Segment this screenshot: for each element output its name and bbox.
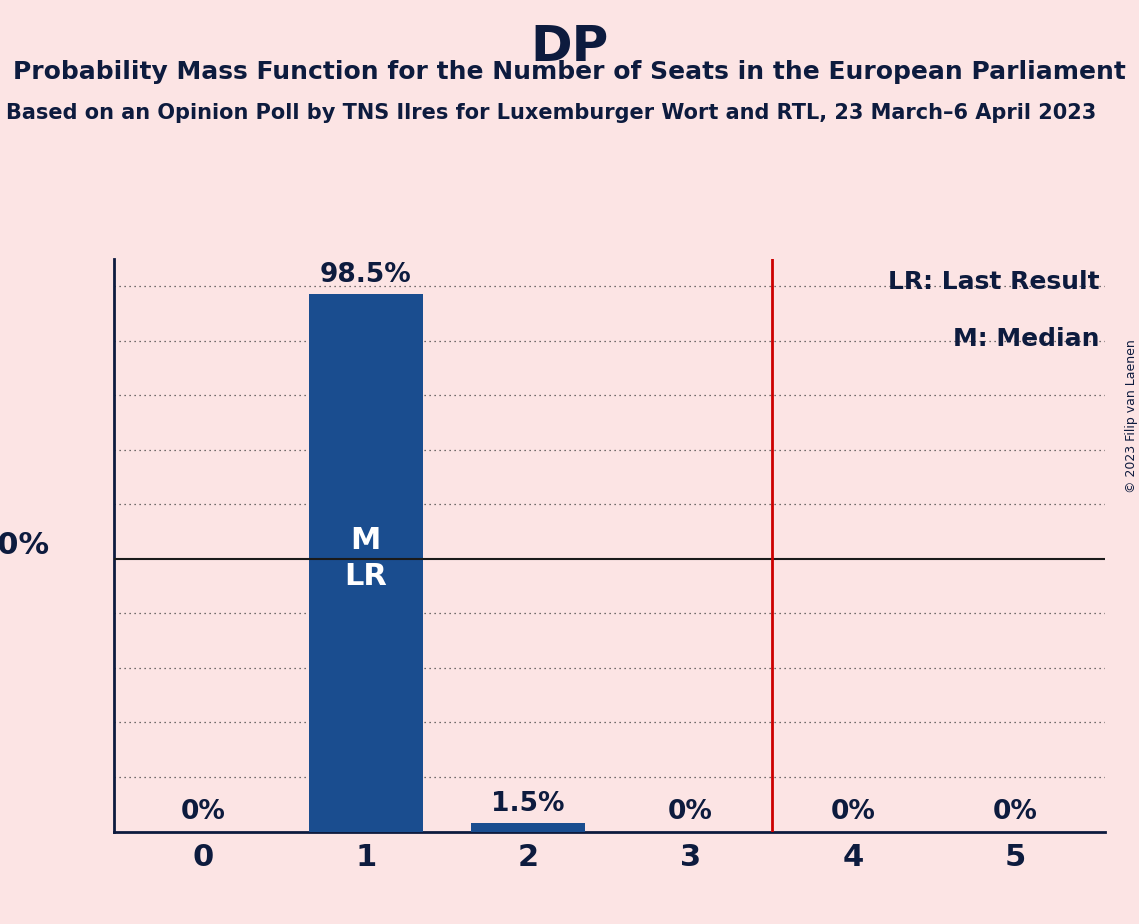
- Text: Based on an Opinion Poll by TNS Ilres for Luxemburger Wort and RTL, 23 March–6 A: Based on an Opinion Poll by TNS Ilres fo…: [6, 103, 1096, 124]
- Text: 0%: 0%: [669, 799, 713, 825]
- Text: Probability Mass Function for the Number of Seats in the European Parliament: Probability Mass Function for the Number…: [13, 60, 1126, 84]
- Text: DP: DP: [531, 23, 608, 71]
- Text: 0%: 0%: [830, 799, 876, 825]
- Bar: [472, 823, 585, 832]
- Text: M
LR: M LR: [344, 527, 387, 591]
- Text: 50%: 50%: [0, 530, 49, 560]
- Text: © 2023 Filip van Laenen: © 2023 Filip van Laenen: [1124, 339, 1138, 492]
- Text: 98.5%: 98.5%: [320, 261, 411, 287]
- Text: 1.5%: 1.5%: [491, 791, 565, 817]
- Text: M: Median: M: Median: [953, 327, 1100, 351]
- Text: LR: Last Result: LR: Last Result: [888, 270, 1100, 294]
- Bar: [309, 294, 423, 832]
- Text: 0%: 0%: [993, 799, 1038, 825]
- Text: 0%: 0%: [181, 799, 226, 825]
